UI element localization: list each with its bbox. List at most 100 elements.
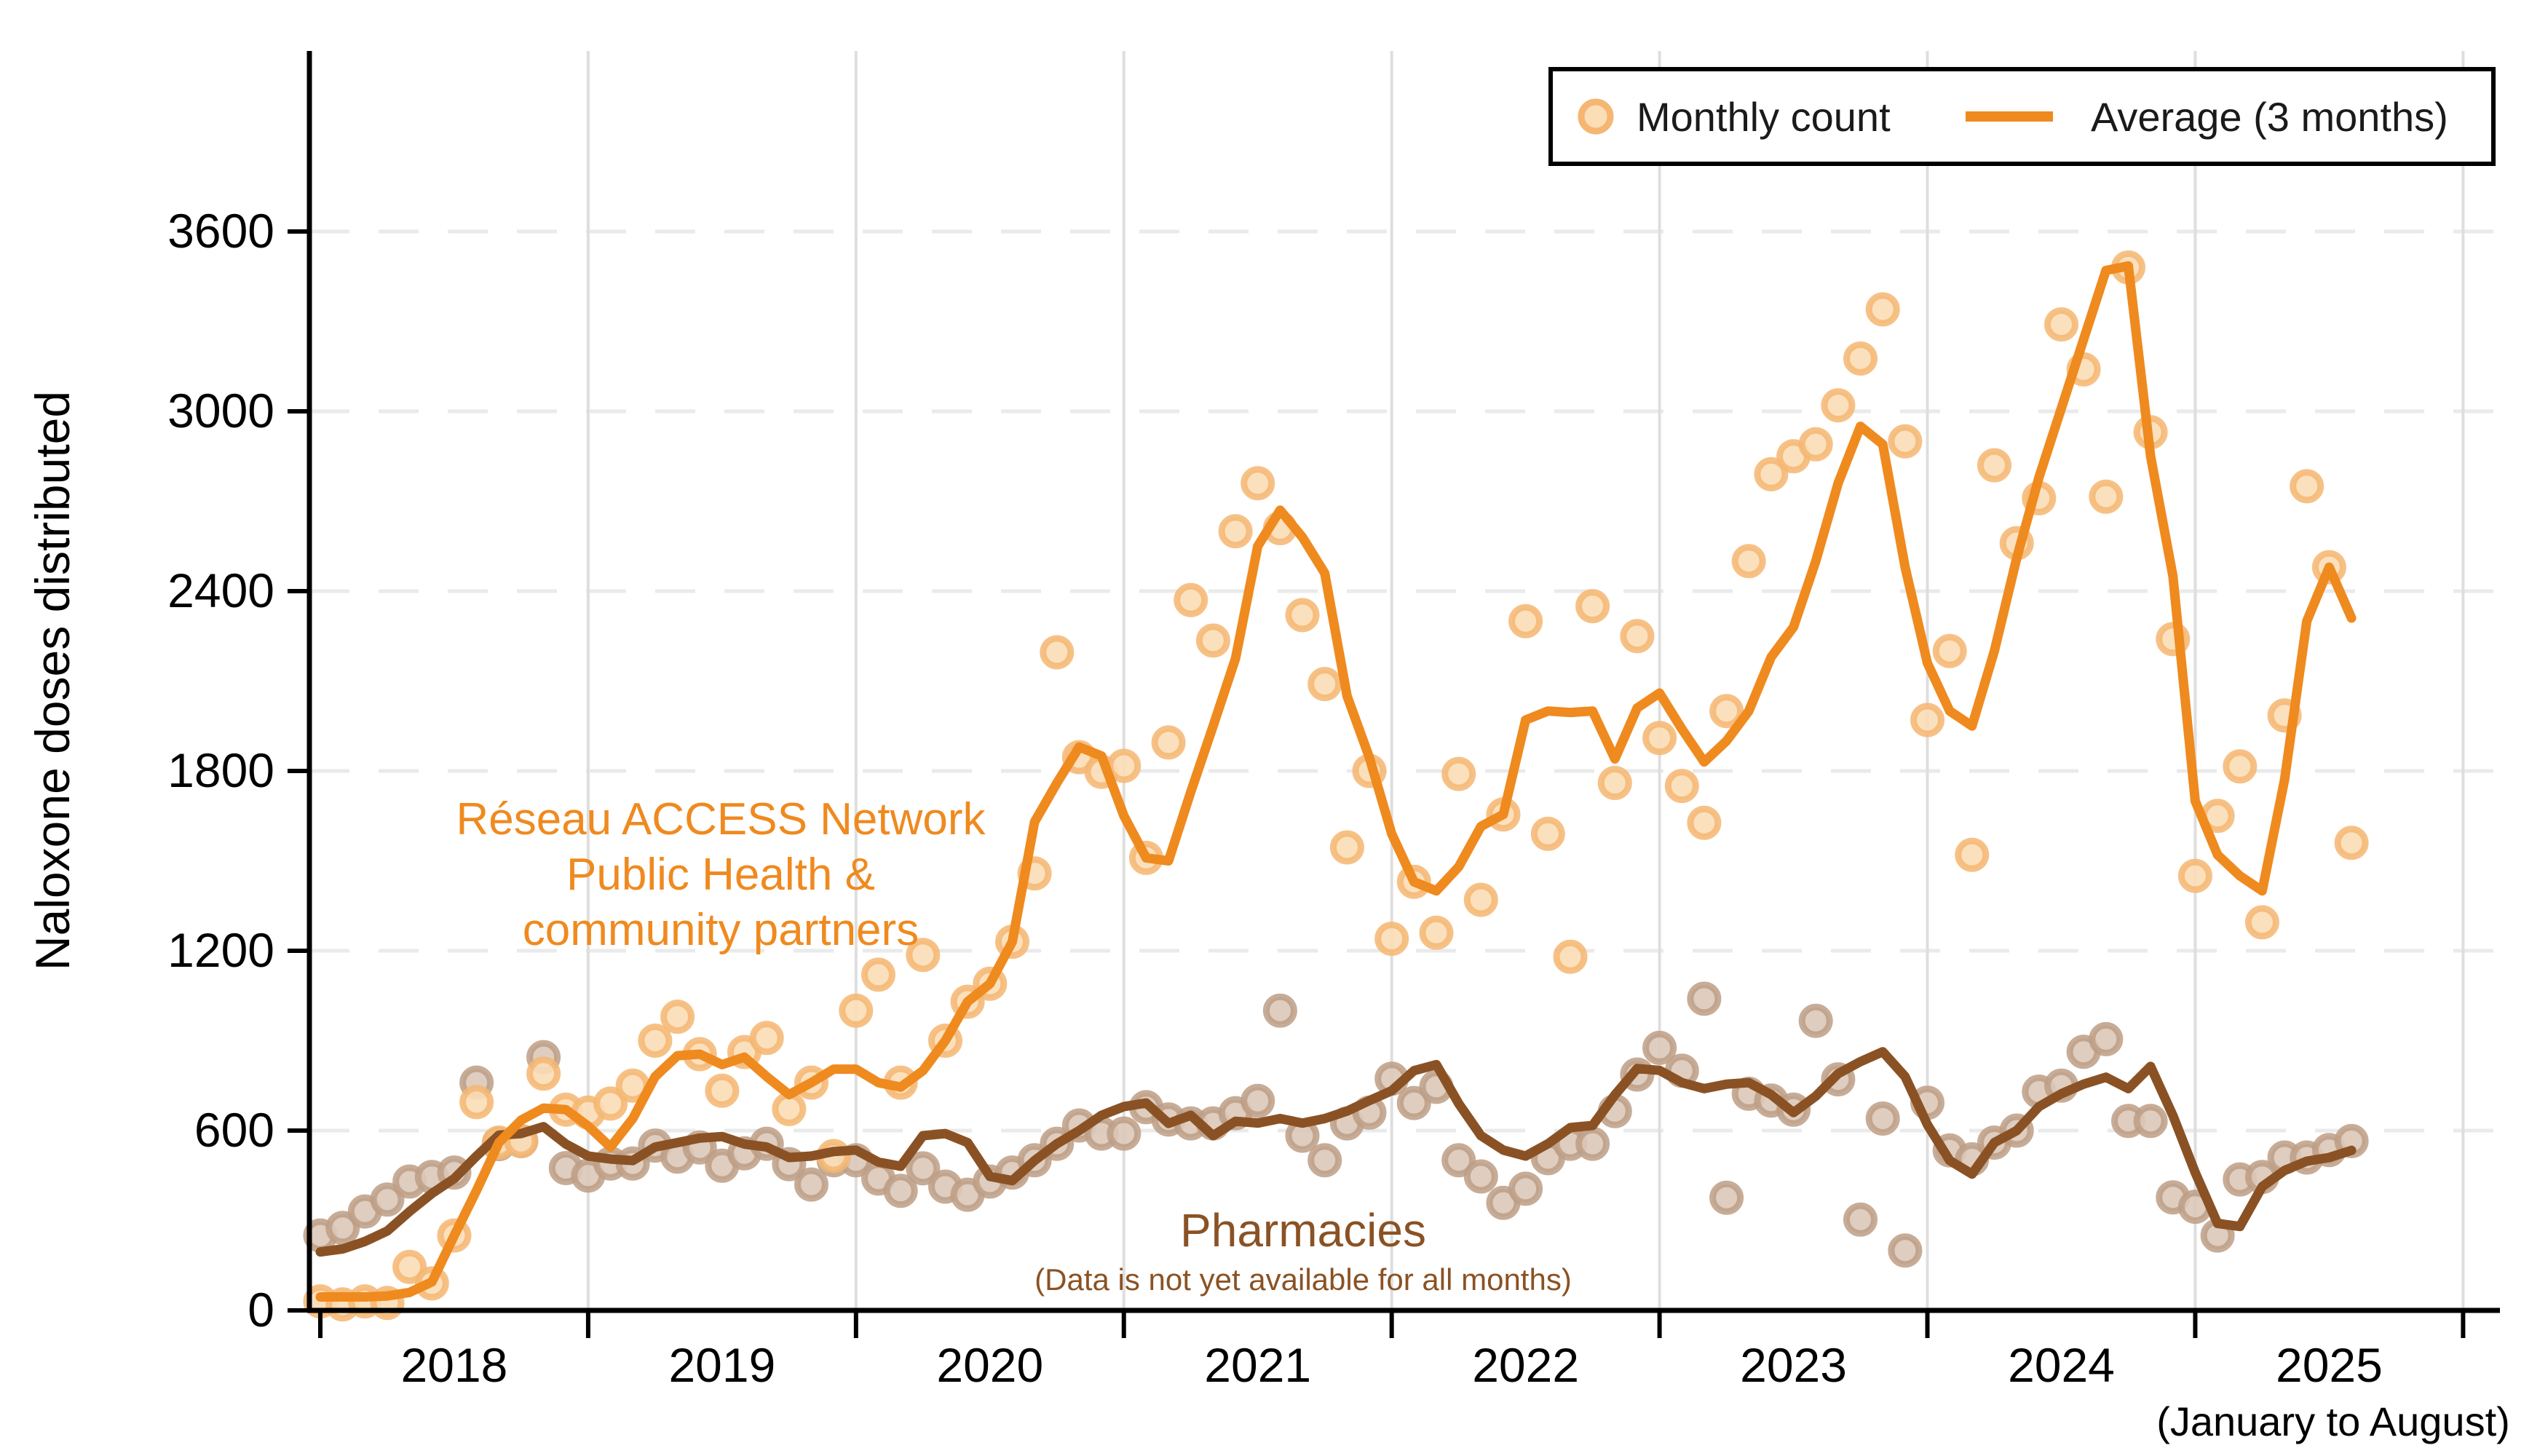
reseau-monthly-dot <box>749 1021 784 1056</box>
pharmacies-monthly-dot <box>1709 1180 1744 1215</box>
orange-series-annotation: Réseau ACCESS Network Public Health & co… <box>456 794 986 955</box>
axes-and-ticks <box>288 51 2500 1338</box>
reseau-monthly-dot <box>1040 635 1075 670</box>
y-tick-label-1800: 1800 <box>167 743 274 797</box>
reseau-monthly-dot <box>1731 544 1766 579</box>
horizontal-dashed-gridlines <box>309 229 2500 1133</box>
x-axis-january-august-note: (January to August) <box>2156 1398 2510 1444</box>
pharmacies-monthly-dot <box>1307 1143 1342 1178</box>
pharmacies-monthly-dot <box>2089 1021 2124 1056</box>
reseau-monthly-dot <box>392 1249 427 1284</box>
reseau-monthly-dot <box>1620 619 1655 654</box>
reseau-monthly-dot <box>1798 427 1833 462</box>
y-tick-label-2400: 2400 <box>167 563 274 617</box>
pharmacies-note: (Data is not yet available for all month… <box>1034 1262 1572 1297</box>
reseau-monthly-dot <box>1597 766 1632 800</box>
pharmacies-average-line <box>315 1047 2357 1257</box>
reseau-monthly-dot <box>459 1085 494 1120</box>
moving-average-lines <box>315 261 2357 1302</box>
x-year-label-2018: 2018 <box>401 1338 508 1392</box>
reseau-monthly-dot <box>1151 725 1186 760</box>
x-year-label-2020: 2020 <box>936 1338 1043 1392</box>
reseau-monthly-dot <box>705 1073 740 1108</box>
reseau-monthly-dot <box>1843 341 1878 376</box>
reseau-monthly-dot <box>593 1086 628 1121</box>
pharmacies-monthly-dot <box>325 1211 360 1246</box>
pharmacies-monthly-dot <box>1575 1126 1610 1161</box>
pharmacies-monthly-dot <box>1463 1159 1498 1194</box>
reseau-monthly-dot <box>1218 514 1253 549</box>
pharmacies-monthly-dot <box>1687 981 1722 1016</box>
pharmacies-monthly-dot <box>370 1182 405 1217</box>
reseau-monthly-dot <box>1441 756 1476 791</box>
reseau-monthly-dot <box>1285 598 1320 633</box>
reseau-monthly-dot <box>1664 769 1699 804</box>
pharmacies-monthly-dot <box>1107 1116 1142 1151</box>
reseau-monthly-dot <box>1553 939 1588 974</box>
reseau-monthly-dot <box>1687 805 1722 840</box>
reseau-monthly-dot <box>1174 582 1208 617</box>
reseau-monthly-dot <box>1754 456 1789 491</box>
reseau-monthly-dot <box>1463 882 1498 917</box>
reseau-monthly-dot <box>861 957 895 992</box>
reseau-monthly-dot <box>1508 604 1543 638</box>
pharmacies-monthly-dot <box>2133 1104 2168 1139</box>
reseau-monthly-dot <box>1977 448 2011 483</box>
reseau-monthly-dot <box>1709 694 1744 729</box>
reseau-monthly-dot <box>1821 388 1856 423</box>
x-year-label-2024: 2024 <box>2008 1338 2115 1392</box>
legend-monthly-count-label: Monthly count <box>1637 94 1891 140</box>
reseau-monthly-dot <box>1530 816 1565 851</box>
reseau-monthly-dot <box>2290 469 2325 504</box>
y-tick-label-3000: 3000 <box>167 384 274 438</box>
y-tick-label-600: 600 <box>194 1103 274 1157</box>
reseau-average-line <box>315 261 2357 1302</box>
pharmacies-annotation: Pharmacies (Data is not yet available fo… <box>1034 1204 1572 1297</box>
y-axis-title: Naloxone doses distributed <box>25 391 79 970</box>
reseau-monthly-dot <box>1329 830 1364 865</box>
pharmacies-monthly-dot <box>906 1151 941 1186</box>
reseau-monthly-dot <box>1910 703 1944 737</box>
legend-monthly-count-marker <box>1578 98 1614 135</box>
reseau-monthly-dot <box>1374 922 1409 956</box>
x-year-label-2023: 2023 <box>1740 1338 1847 1392</box>
pharmacies-monthly-dot <box>1262 993 1297 1028</box>
reseau-monthly-dot <box>2044 307 2078 342</box>
reseau-monthly-dot <box>839 993 874 1028</box>
orange-annotation-line1: Réseau ACCESS Network <box>456 794 986 844</box>
reseau-monthly-dot <box>1241 466 1275 501</box>
reseau-monthly-dot <box>2244 905 2279 940</box>
reseau-monthly-dot <box>660 1000 695 1034</box>
reseau-monthly-dot <box>1955 837 1990 872</box>
y-tick-label-1200: 1200 <box>167 923 274 977</box>
reseau-monthly-dot <box>1888 424 1923 459</box>
axis-tick-labels: 0 600 1200 1800 2400 3000 3600 2018 2019 2020 2021… <box>167 204 2383 1392</box>
reseau-monthly-dot <box>1865 292 1900 327</box>
reseau-monthly-dot <box>638 1024 673 1058</box>
reseau-monthly-dot <box>1107 748 1142 783</box>
reseau-monthly-dot <box>1307 667 1342 702</box>
x-year-label-2021: 2021 <box>1204 1338 1311 1392</box>
pharmacies-monthly-dot <box>1508 1171 1543 1206</box>
reseau-monthly-dot <box>2177 858 2212 893</box>
pharmacies-monthly-dot <box>1865 1101 1900 1136</box>
reseau-monthly-dot <box>526 1056 561 1091</box>
pharmacies-monthly-dot <box>794 1167 828 1202</box>
reseau-monthly-dot <box>1419 915 1454 950</box>
pharmacies-monthly-dot <box>1888 1233 1923 1268</box>
legend: Monthly count Average (3 months) <box>1548 67 2496 166</box>
orange-annotation-line3: community partners <box>523 905 919 955</box>
pharmacies-monthly-dot <box>1843 1202 1878 1237</box>
reseau-monthly-dot <box>1932 633 1967 668</box>
pharmacies-monthly-dot <box>1441 1143 1476 1178</box>
reseau-monthly-dot <box>1575 589 1610 624</box>
y-tick-label-3600: 3600 <box>167 204 274 258</box>
reseau-monthly-dot <box>1195 623 1230 658</box>
pharmacies-monthly-dot <box>1798 1003 1833 1038</box>
legend-average-label: Average (3 months) <box>2091 94 2448 140</box>
pharmacies-monthly-dot <box>1241 1083 1275 1118</box>
reseau-monthly-dot <box>906 938 941 973</box>
orange-annotation-line2: Public Health & <box>566 850 875 900</box>
pharmacies-label: Pharmacies <box>1180 1204 1426 1257</box>
